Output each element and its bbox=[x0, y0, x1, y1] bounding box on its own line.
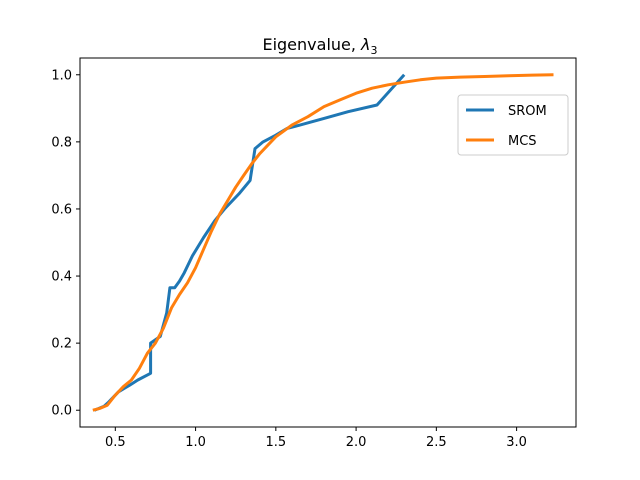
y-tick-label: 0.8 bbox=[51, 135, 72, 150]
y-tick-label: 0.4 bbox=[51, 270, 72, 285]
axes-frame bbox=[79, 57, 577, 428]
x-tick-label: 2.0 bbox=[346, 435, 367, 450]
plot-area: 0.5 1.0 1.5 2.0 2.5 3.0 0.0 0.2 0.4 0.6 0.8 1.0 SROM… bbox=[51, 57, 577, 450]
y-tick-label: 0.6 bbox=[51, 202, 72, 217]
series-line-srom bbox=[93, 73, 406, 412]
y-tick-label: 0.0 bbox=[51, 404, 72, 419]
y-tick-label: 0.2 bbox=[51, 337, 72, 352]
y-tick-label: 1.0 bbox=[51, 68, 72, 83]
x-tick-label: 3.0 bbox=[506, 435, 527, 450]
x-tick-label: 1.0 bbox=[185, 435, 206, 450]
legend-label-srom: SROM bbox=[508, 104, 547, 119]
legend-label-mcs: MCS bbox=[508, 134, 537, 149]
chart-title: Eigenvalue, λ3 bbox=[262, 35, 377, 57]
series-line-mcs bbox=[92, 73, 554, 412]
chart-title-subscript: 3 bbox=[371, 44, 378, 57]
x-tick-label: 2.5 bbox=[426, 435, 447, 450]
x-tick-label: 0.5 bbox=[105, 435, 126, 450]
chart-title-text: Eigenvalue, bbox=[262, 35, 361, 54]
x-tick-label: 1.5 bbox=[265, 435, 286, 450]
chart-title-symbol: λ bbox=[360, 35, 370, 54]
